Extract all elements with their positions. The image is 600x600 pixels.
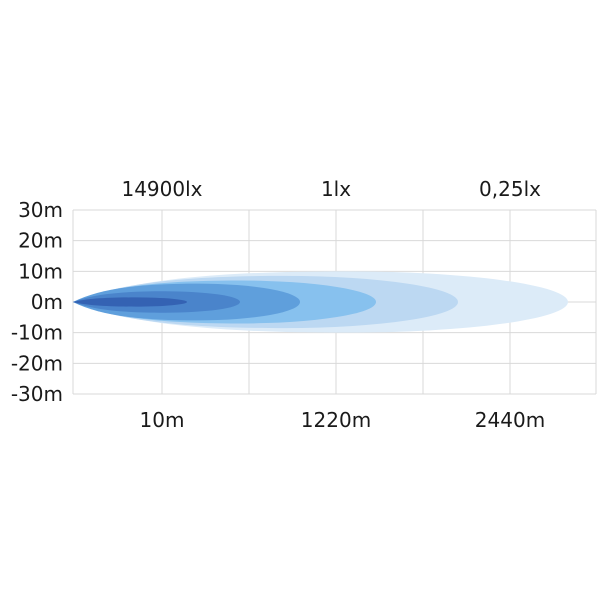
y-tick-label: 20m — [18, 229, 63, 253]
lux-labels: 14900lx 1lx 0,25lx — [121, 177, 541, 201]
y-tick-label: 30m — [18, 198, 63, 222]
y-tick-label: -30m — [11, 382, 63, 406]
y-tick-label: -20m — [11, 351, 63, 375]
x-tick-label: 10m — [140, 408, 185, 432]
lux-label: 0,25lx — [479, 177, 541, 201]
y-tick-label: 10m — [18, 259, 63, 283]
lux-label: 1lx — [321, 177, 351, 201]
beam-contours — [73, 271, 568, 333]
beam-contour-6 — [73, 297, 187, 307]
x-tick-label: 1220m — [301, 408, 371, 432]
x-axis-labels: 10m 1220m 2440m — [140, 408, 546, 432]
x-tick-label: 2440m — [475, 408, 545, 432]
y-tick-label: -10m — [11, 321, 63, 345]
y-tick-label: 0m — [31, 290, 63, 314]
lux-label: 14900lx — [121, 177, 202, 201]
y-axis-labels: 30m 20m 10m 0m -10m -20m -30m — [11, 198, 63, 406]
